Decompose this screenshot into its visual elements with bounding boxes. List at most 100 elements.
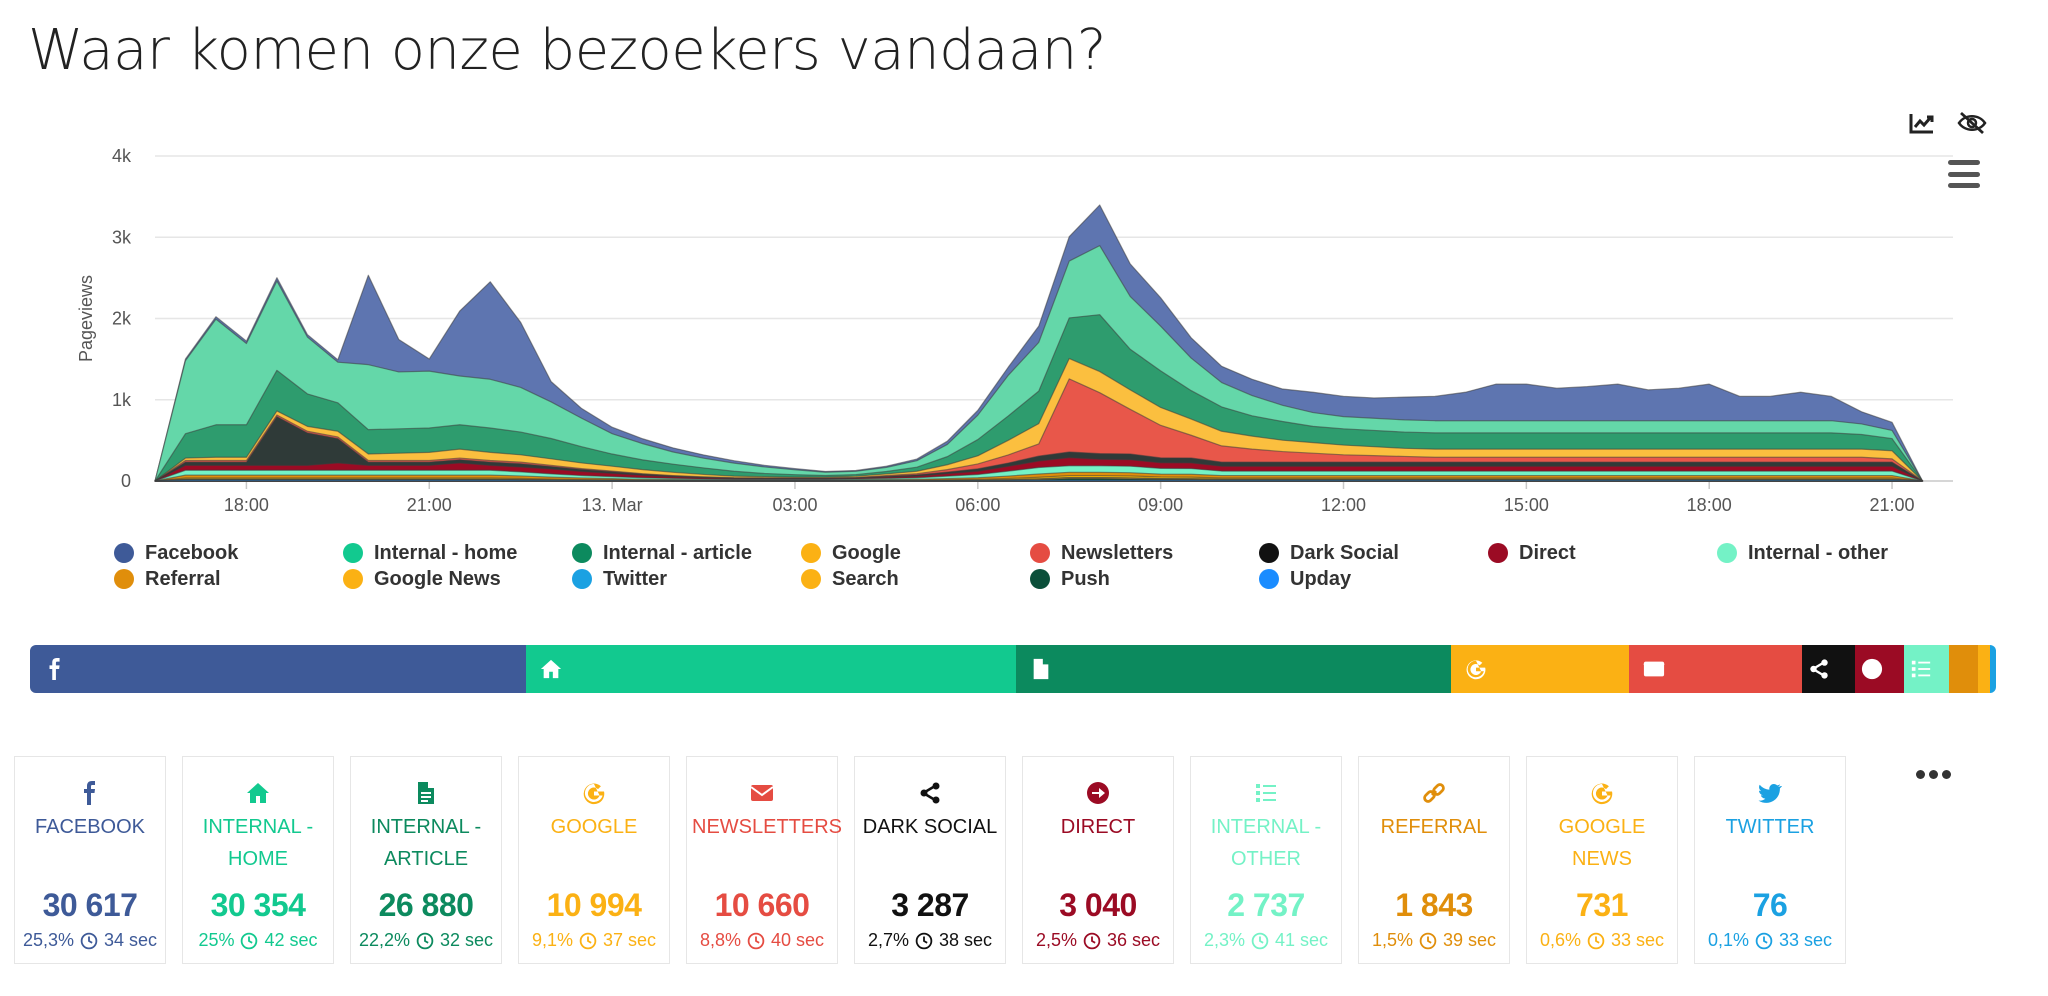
list-icon [1256, 784, 1276, 802]
card-time-on-page: 40 sec [770, 930, 825, 950]
line-chart-icon[interactable] [1904, 108, 1940, 138]
source-card-facebook[interactable]: FACEBOOK 30 617 25,3% 34 sec [14, 756, 166, 964]
source-card-newsletters[interactable]: NEWSLETTERS 10 660 8,8% 40 sec [686, 756, 843, 964]
legend-marker [1717, 543, 1737, 563]
card-meta: 0,6% 33 sec [1540, 930, 1664, 951]
traffic-chart: 0 1k 2k 3k 4k Pageviews 18:00 21:00 13. Mar 03:00… [0, 100, 2048, 620]
area-chart-svg: 0 1k 2k 3k 4k Pageviews 18:00 21:00 13. Mar 03:00… [76, 146, 1953, 515]
legend-item[interactable]: Google [801, 542, 1030, 564]
share-segment-internal-other[interactable] [1903, 645, 1949, 693]
share-segment-google[interactable] [1450, 645, 1630, 693]
source-card-internal-article[interactable]: INTERNAL - ARTICLE 26 880 22,2% 32 sec [350, 756, 502, 964]
card-percent: 2,7% [867, 930, 909, 950]
legend-marker [1030, 569, 1050, 589]
area-series-upday[interactable] [154, 479, 1924, 482]
card-percent: 25,3% [22, 930, 74, 950]
x-tick-label: 13. Mar [582, 495, 643, 515]
clock-icon [1419, 932, 1437, 949]
card-time-on-page: 38 sec [938, 930, 993, 950]
source-card-direct[interactable]: DIRECT 3 040 2,5% 36 sec [1022, 756, 1174, 964]
list-icon [1254, 781, 1278, 805]
clock-icon [915, 932, 933, 949]
legend-item[interactable]: Dark Social [1259, 542, 1488, 564]
card-pageviews: 731 [1576, 887, 1628, 923]
card-meta: 0,1% 33 sec [1708, 930, 1832, 951]
card-name: GOOGLE [550, 816, 638, 838]
legend-label: Upday [1290, 567, 1352, 590]
ellipsis-icon[interactable] [1916, 770, 1951, 779]
google-icon [1466, 660, 1486, 680]
legend-label: Push [1061, 567, 1110, 590]
card-pageviews: 10 994 [546, 887, 642, 923]
page-title: Waar komen onze bezoekers vandaan? [28, 18, 1106, 83]
share-segment-internal-home[interactable] [525, 645, 1016, 693]
share-segment-direct[interactable] [1854, 645, 1904, 693]
source-card-internal-other[interactable]: INTERNAL - OTHER 2 737 2,3% 41 sec [1190, 756, 1342, 964]
card-meta: 9,1% 37 sec [532, 930, 656, 951]
google-icon [583, 783, 605, 805]
area-series-google[interactable] [154, 357, 1924, 482]
share-segment-internal-article[interactable] [1015, 645, 1451, 693]
arrow-circle-icon [1087, 782, 1109, 804]
card-pageviews: 30 617 [42, 887, 138, 923]
card-pageviews: 76 [1752, 887, 1788, 923]
legend-marker [1488, 543, 1508, 563]
legend-item[interactable]: Newsletters [1030, 542, 1259, 564]
source-card-google[interactable]: GOOGLE 10 994 9,1% 37 sec [518, 756, 670, 964]
legend-item[interactable]: Referral [114, 568, 343, 590]
legend-item[interactable]: Google News [343, 568, 572, 590]
hamburger-icon[interactable] [1948, 160, 1980, 188]
legend-item[interactable]: Upday [1259, 568, 1488, 590]
share-segment-twitter[interactable] [1990, 645, 1996, 693]
card-meta: 2,5% 36 sec [1036, 930, 1160, 951]
area-series-dark-social[interactable] [154, 416, 1924, 482]
share-segment-dark-social[interactable] [1801, 645, 1855, 693]
card-name: DARK SOCIAL [862, 816, 998, 838]
legend-item[interactable]: Facebook [114, 542, 343, 564]
legend-item[interactable]: Push [1030, 568, 1259, 590]
legend-item[interactable]: Twitter [572, 568, 801, 590]
legend-item[interactable]: Internal - other [1717, 542, 1946, 564]
clock-icon [80, 932, 98, 949]
card-percent: 9,1% [531, 930, 573, 950]
x-tick-label: 18:00 [1687, 495, 1732, 515]
share-icon [918, 781, 942, 805]
card-name: NEWSLETTERS [692, 816, 843, 838]
card-pageviews: 2 737 [1227, 887, 1305, 923]
legend-marker [343, 569, 363, 589]
document-icon [414, 781, 438, 805]
share-segment-referral[interactable] [1948, 645, 1979, 693]
traffic-share-bar [30, 645, 1996, 693]
source-card-twitter[interactable]: TWITTER 76 0,1% 33 sec [1694, 756, 1846, 964]
envelope-icon [1643, 661, 1665, 677]
legend-label: Newsletters [1061, 541, 1174, 564]
legend-label: Internal - home [374, 541, 518, 564]
card-percent: 0,6% [1539, 930, 1581, 950]
legend-label: Internal - article [603, 541, 752, 564]
facebook-icon [49, 658, 60, 680]
x-tick-label: 15:00 [1504, 495, 1549, 515]
legend-marker [114, 543, 134, 563]
card-name: GOOGLE NEWS [1558, 816, 1646, 870]
link-icon [1423, 783, 1445, 803]
area-series-internal-article[interactable] [154, 314, 1924, 482]
legend-item[interactable]: Internal - home [343, 542, 572, 564]
share-segment-newsletters[interactable] [1629, 645, 1802, 693]
legend-label: Dark Social [1290, 541, 1399, 564]
area-series-internal-home[interactable] [154, 245, 1924, 482]
share-segment-facebook[interactable] [30, 645, 526, 693]
share-segment-google-news[interactable] [1978, 645, 1990, 693]
eye-slash-icon[interactable] [1954, 108, 1990, 138]
legend-item[interactable]: Direct [1488, 542, 1717, 564]
envelope-icon [750, 781, 774, 805]
legend-marker [572, 569, 592, 589]
home-icon [246, 781, 270, 805]
source-card-dark-social[interactable]: DARK SOCIAL 3 287 2,7% 38 sec [854, 756, 1006, 964]
source-card-referral[interactable]: REFERRAL 1 843 1,5% 39 sec [1358, 756, 1510, 964]
card-percent: 25% [198, 930, 235, 950]
source-card-internal-home[interactable]: INTERNAL - HOME 30 354 25% 42 sec [182, 756, 334, 964]
legend-item[interactable]: Internal - article [572, 542, 801, 564]
legend-item[interactable]: Search [801, 568, 1030, 590]
source-card-google-news[interactable]: GOOGLE NEWS 731 0,6% 33 sec [1526, 756, 1678, 964]
x-tick-label: 21:00 [407, 495, 452, 515]
